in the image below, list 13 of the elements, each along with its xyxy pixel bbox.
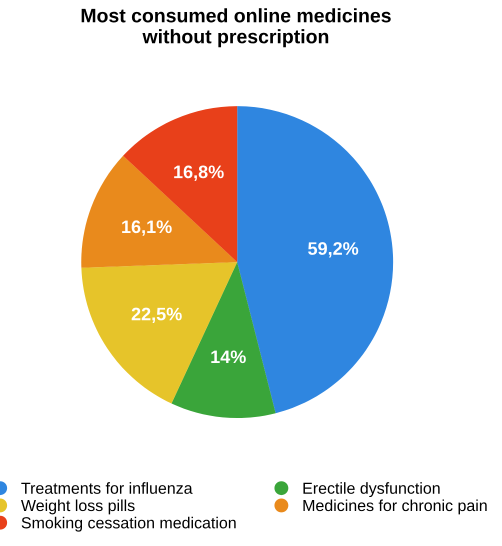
legend-label: Treatments for influenza xyxy=(21,482,193,494)
legend-label: Medicines for chronic pain xyxy=(303,499,487,514)
data-label: 59,2% xyxy=(308,242,358,258)
data-label: 14% xyxy=(211,350,246,364)
pie-slice xyxy=(123,106,238,262)
data-label: 16,1% xyxy=(122,220,172,236)
legend-label: Weight loss pills xyxy=(21,499,135,514)
legend-label: Erectile dysfunction xyxy=(303,482,440,498)
data-label: 16,8% xyxy=(174,165,224,181)
legend-label: Smoking cessation medication xyxy=(22,516,236,532)
chart-title: Most consumed online medicines without prescription xyxy=(82,8,391,48)
pie-slice xyxy=(81,156,238,268)
data-label: 22,5% xyxy=(132,308,182,324)
